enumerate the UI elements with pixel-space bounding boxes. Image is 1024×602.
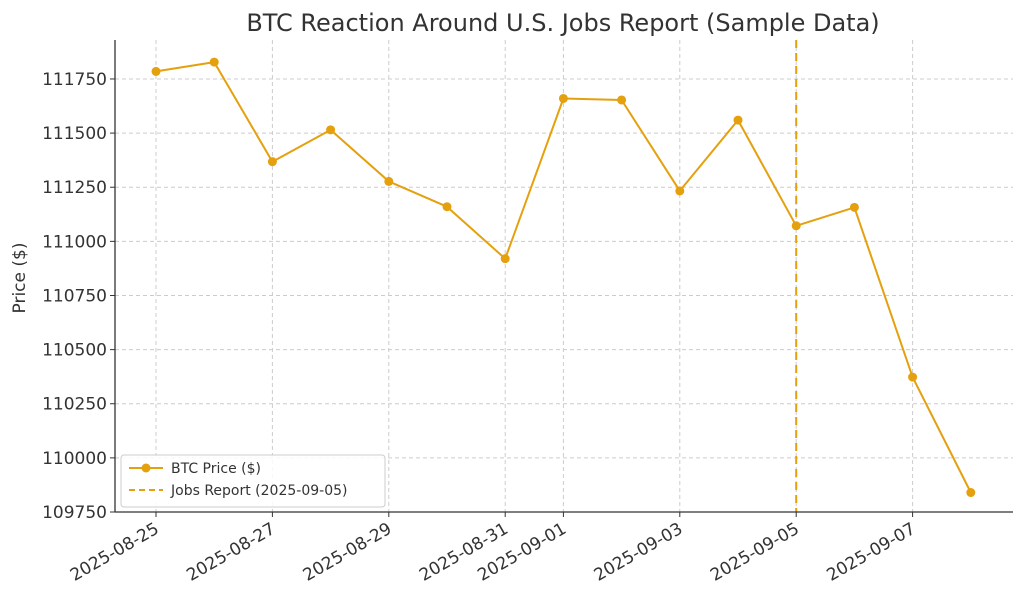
legend-marker bbox=[141, 463, 151, 473]
data-point bbox=[791, 221, 801, 231]
y-tick-label: 111500 bbox=[42, 124, 107, 144]
y-axis-label: Price ($) bbox=[10, 243, 30, 314]
data-point bbox=[849, 202, 859, 212]
data-point bbox=[558, 93, 568, 103]
legend-box bbox=[120, 454, 386, 508]
data-point bbox=[267, 157, 277, 167]
data-point bbox=[617, 95, 627, 105]
data-point bbox=[733, 115, 743, 125]
legend: BTC Price ($) Jobs Report (2025-09-05) bbox=[120, 454, 386, 508]
data-point bbox=[151, 66, 161, 76]
y-tick-label: 111750 bbox=[42, 70, 107, 90]
y-tick-label: 110000 bbox=[42, 449, 107, 469]
data-point bbox=[908, 372, 918, 382]
data-point bbox=[442, 202, 452, 212]
data-point bbox=[326, 125, 336, 135]
x-tick-label: 2025-08-25 bbox=[67, 519, 163, 586]
x-tick-label: 2025-09-05 bbox=[707, 519, 803, 586]
x-tick-label: 2025-08-27 bbox=[183, 519, 279, 586]
x-tick-label: 2025-09-03 bbox=[591, 519, 687, 586]
data-point bbox=[209, 57, 219, 67]
data-point bbox=[500, 254, 510, 264]
chart-title: BTC Reaction Around U.S. Jobs Report (Sa… bbox=[246, 9, 879, 37]
data-point bbox=[966, 488, 976, 498]
y-tick-label: 110750 bbox=[42, 286, 107, 306]
x-tick-label: 2025-08-29 bbox=[300, 519, 396, 586]
data-point bbox=[675, 186, 685, 196]
y-tick-label: 111000 bbox=[42, 232, 107, 252]
series-group bbox=[151, 57, 976, 498]
x-tick-label: 2025-09-07 bbox=[824, 519, 920, 586]
legend-label-btc-price: BTC Price ($) bbox=[171, 461, 261, 477]
axes bbox=[110, 40, 1013, 517]
tick-labels: 109750 110000 110250 110500 110750 111000 1112… bbox=[42, 70, 919, 586]
y-tick-label: 109750 bbox=[42, 503, 107, 523]
data-point bbox=[384, 176, 394, 186]
y-tick-label: 110250 bbox=[42, 395, 107, 415]
y-tick-label: 110500 bbox=[42, 341, 107, 361]
y-tick-label: 111250 bbox=[42, 178, 107, 198]
legend-label-jobs-report: Jobs Report (2025-09-05) bbox=[170, 483, 347, 499]
